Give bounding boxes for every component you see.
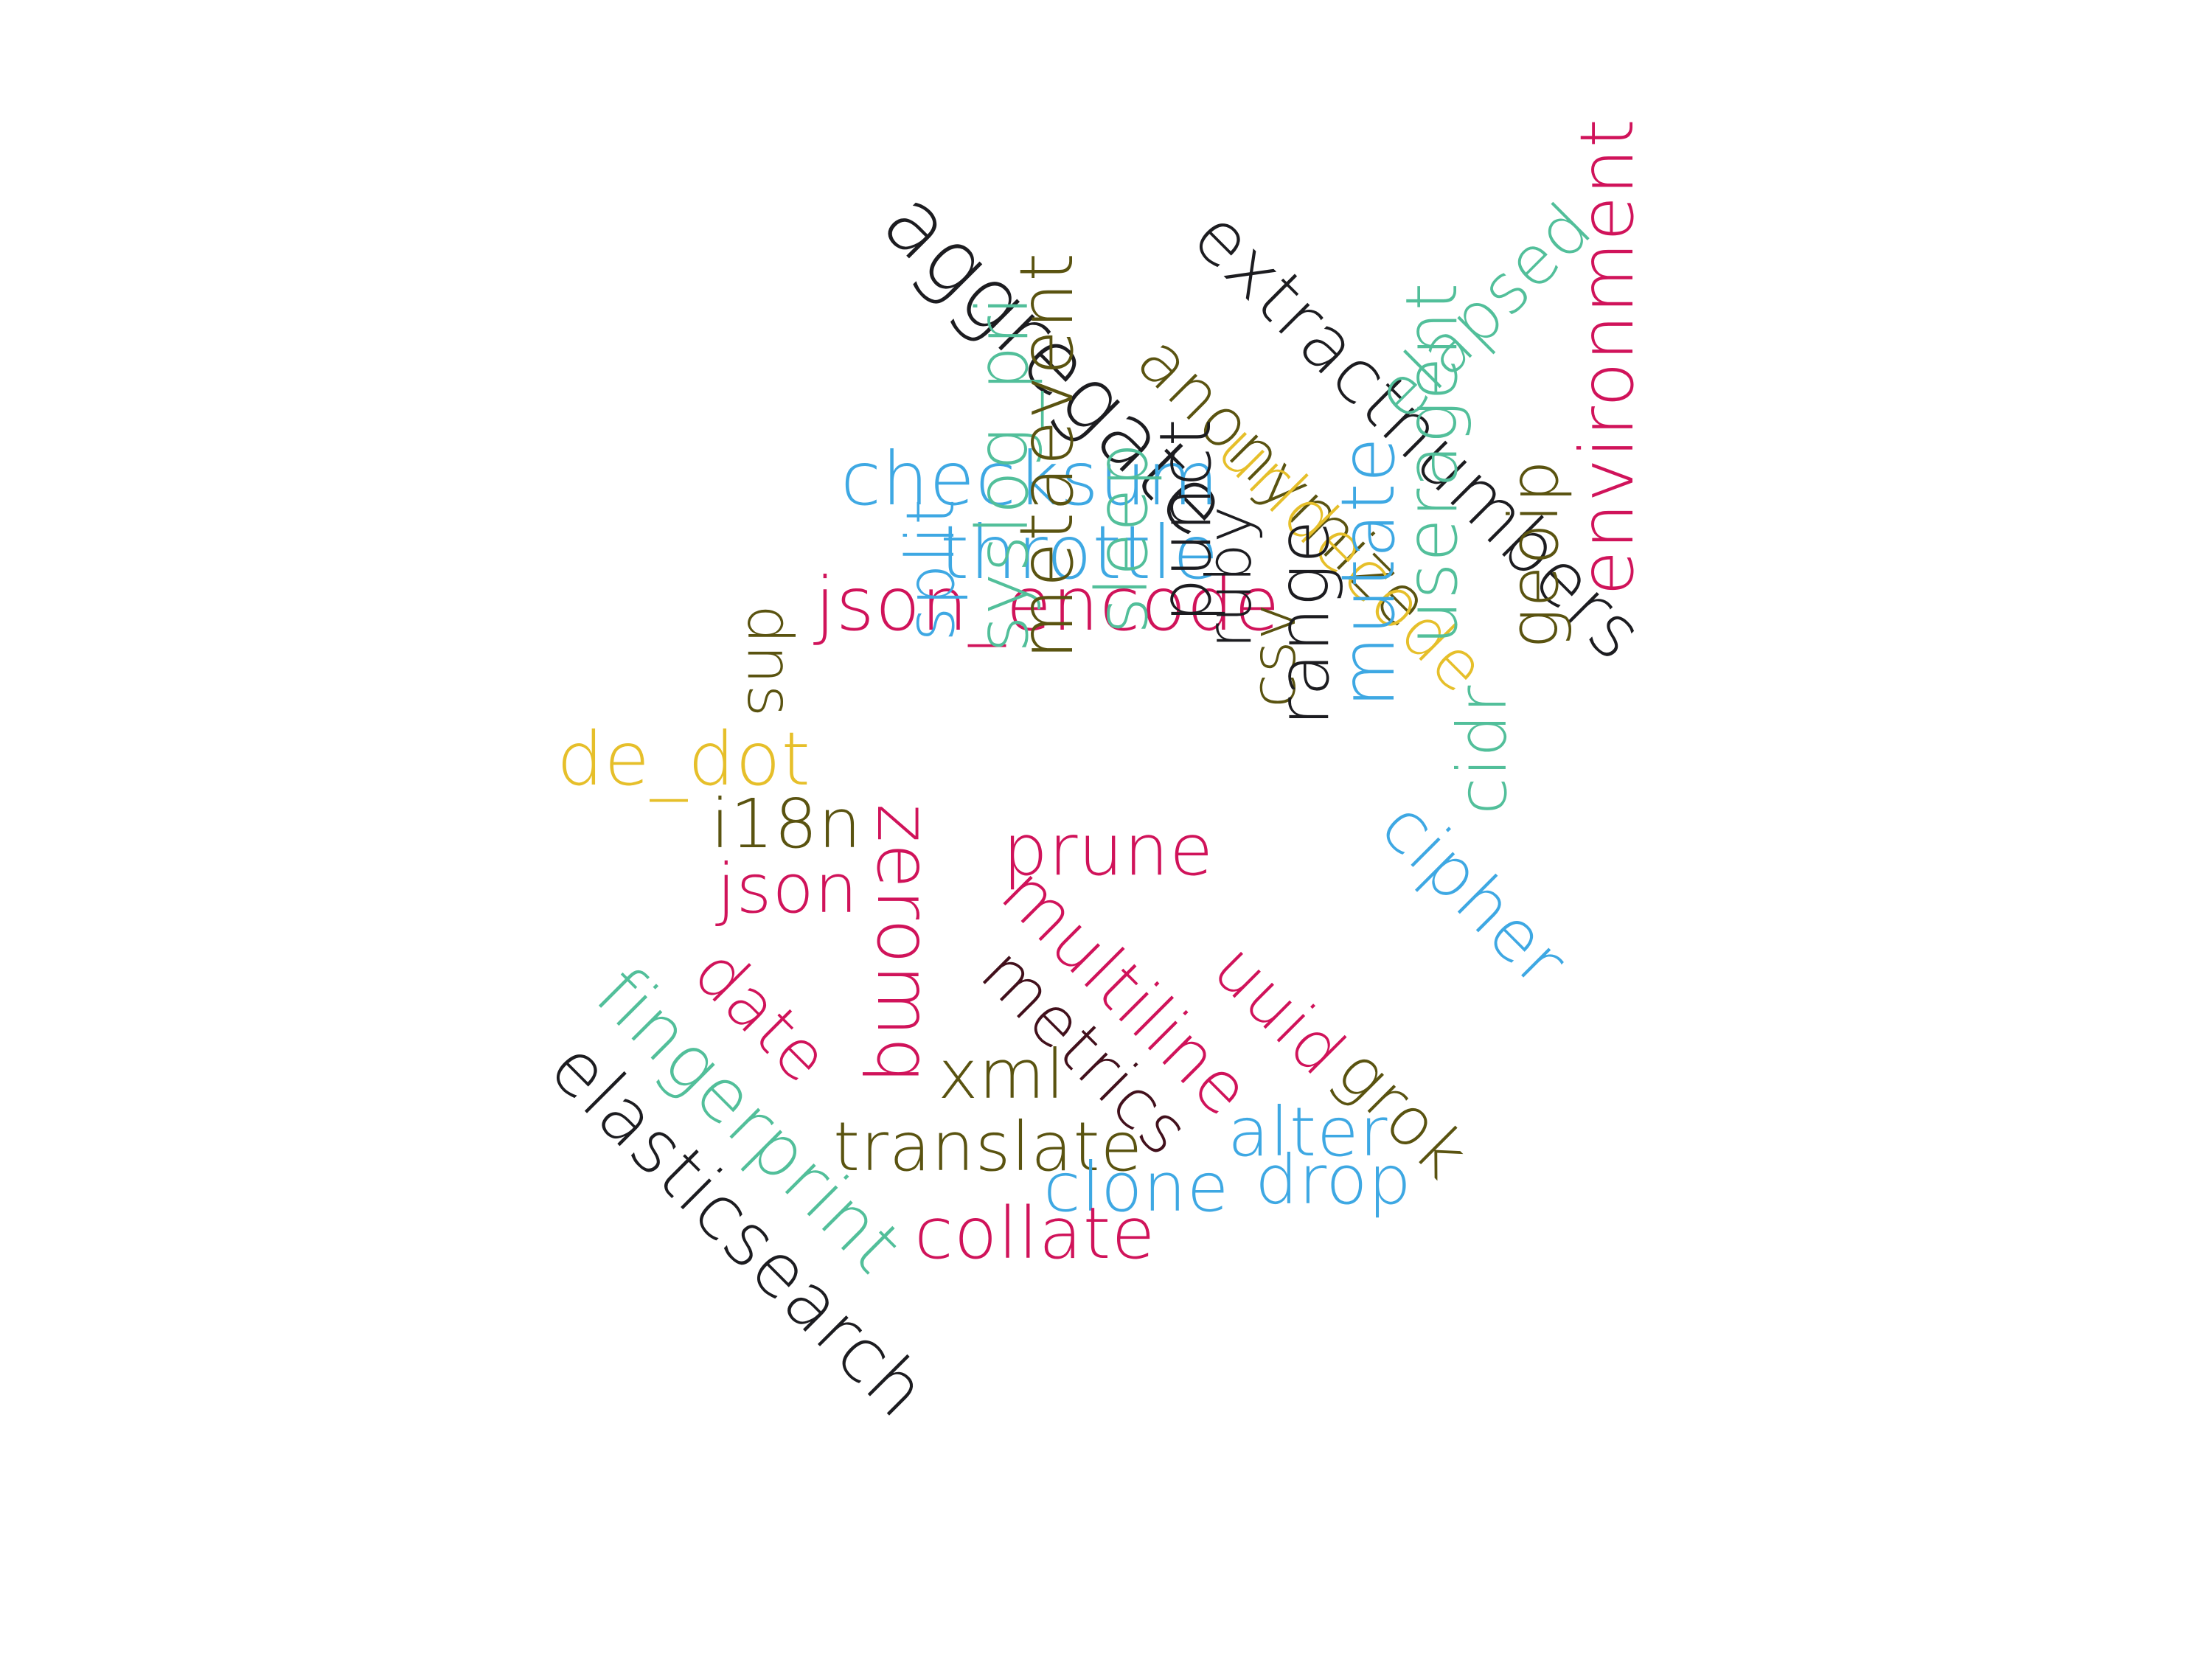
word-collate: collate bbox=[914, 1192, 1156, 1275]
word-clone: clone bbox=[1043, 1148, 1230, 1227]
word-json_encode: json_encode bbox=[815, 561, 1281, 647]
word-metaevent: metaevent bbox=[1004, 251, 1090, 660]
word-alter: alter bbox=[1228, 1093, 1388, 1172]
word-throttle: throttle bbox=[940, 509, 1220, 596]
word-drop: drop bbox=[1255, 1141, 1412, 1220]
word-xml: xml bbox=[938, 1035, 1065, 1114]
word-dns: dns bbox=[734, 605, 806, 718]
word-split: split bbox=[892, 498, 970, 641]
word-i18n: i18n bbox=[711, 785, 862, 863]
word-environment: environment bbox=[1564, 118, 1650, 596]
word-checksum: checksum bbox=[841, 436, 1220, 522]
word-cidr: cidr bbox=[1443, 684, 1522, 815]
word-cipher: cipher bbox=[1365, 785, 1583, 1003]
word-de_dot: de_dot bbox=[557, 716, 811, 802]
word-translate: translate bbox=[833, 1107, 1144, 1186]
word-useragent: useragent bbox=[1391, 282, 1473, 645]
word-geoip: geoip bbox=[1495, 459, 1573, 649]
word-prune: prune bbox=[1003, 809, 1214, 891]
word-json: json bbox=[717, 849, 859, 928]
word-zeromq: zeromq bbox=[860, 804, 947, 1085]
